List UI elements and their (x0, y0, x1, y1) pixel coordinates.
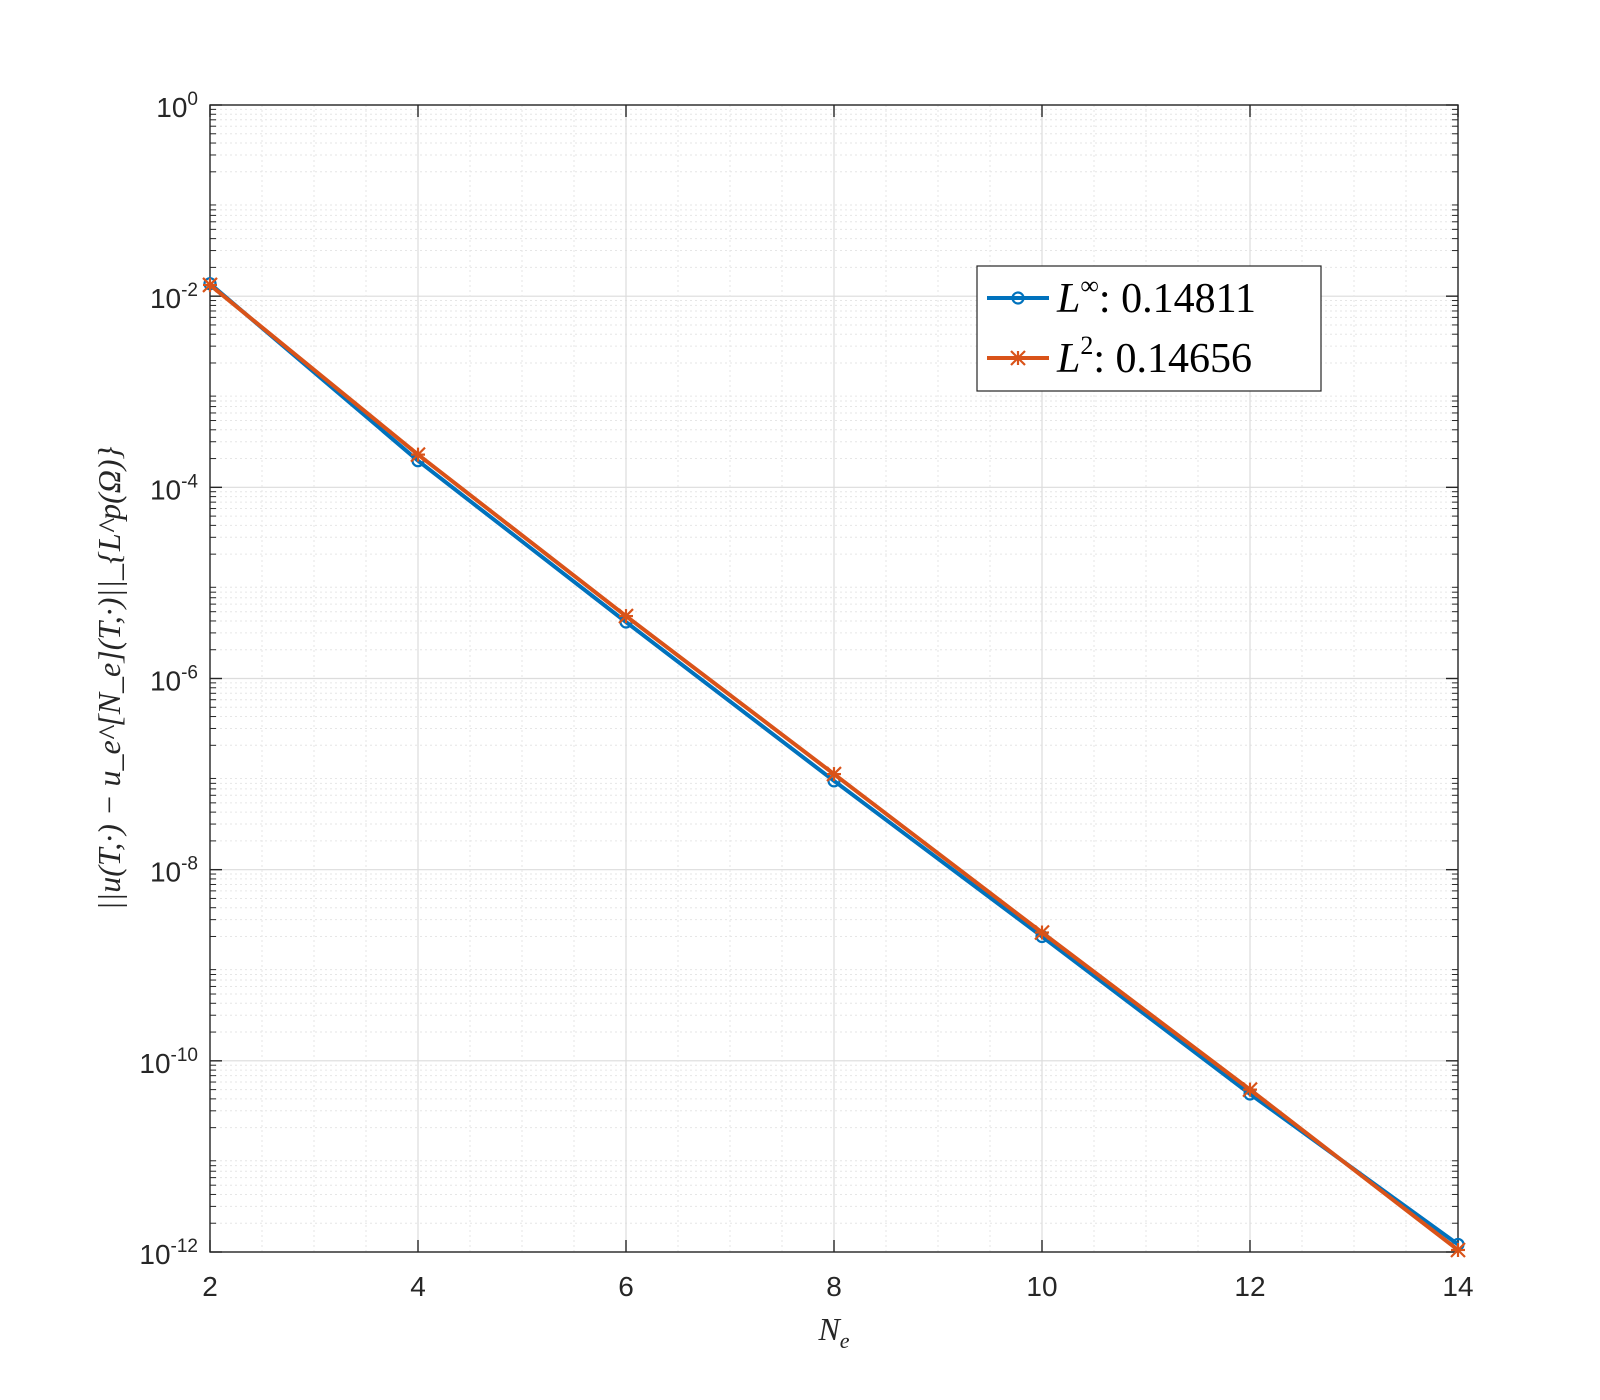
x-tick-label: 8 (826, 1271, 842, 1302)
y-tick-labels: 100 10-2 10-4 10-6 10-8 10-10 10-12 (139, 89, 198, 1270)
legend: L∞: 0.14811 L2: 0.14656 (976, 265, 1322, 392)
data-point-series-2 (202, 277, 218, 293)
y-axis-label: ||u(T,·) − u_e^[N_e](T,·)||_{L^p(Ω)} (91, 446, 127, 910)
data-point-series-2 (410, 446, 426, 463)
y-tick-label: 10-12 (139, 1236, 198, 1270)
data-point-series-2 (826, 766, 842, 782)
y-tick-label: 100 (156, 89, 198, 123)
y-tick-label: 10-6 (150, 663, 198, 697)
x-tick-label: 4 (410, 1271, 426, 1302)
y-tick-label: 10-8 (150, 854, 198, 888)
x-tick-labels: 2 4 6 8 10 12 14 (202, 1271, 1473, 1302)
legend-box (976, 265, 1322, 392)
legend-entry-2: L2: 0.14656 (1056, 331, 1252, 382)
legend-marker-1 (1011, 291, 1025, 305)
x-tick-label: 14 (1442, 1271, 1473, 1302)
y-tick-label: 10-10 (139, 1045, 198, 1079)
axes (209, 104, 1459, 1253)
x-tick-label: 2 (202, 1271, 218, 1302)
series-layer (202, 277, 1466, 1258)
legend-entry-1: L∞: 0.14811 (1056, 271, 1256, 322)
legend-marker-2 (1010, 350, 1026, 366)
data-point-series-2 (1450, 1242, 1466, 1258)
data-point-series-2 (1242, 1081, 1258, 1098)
x-tick-label: 6 (618, 1271, 634, 1302)
data-point-series-2 (1034, 924, 1050, 941)
x-tick-label: 10 (1026, 1271, 1057, 1302)
x-axis-label: Ne (817, 1311, 849, 1353)
y-tick-label: 10-2 (150, 280, 198, 314)
x-tick-label: 12 (1234, 1271, 1265, 1302)
data-point-series-2 (618, 608, 634, 624)
y-tick-label: 10-4 (150, 471, 198, 505)
